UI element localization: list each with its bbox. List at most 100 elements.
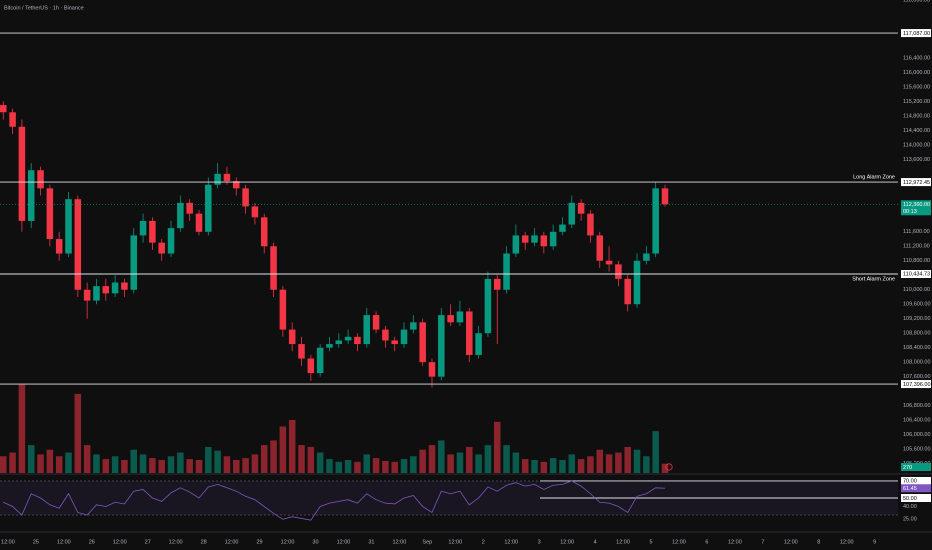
candle-body: [298, 344, 305, 359]
candle-body: [288, 329, 296, 345]
x-tick-label: 12:00: [225, 539, 239, 545]
volume-bar: [251, 454, 259, 473]
level-label: 117,087.00: [903, 31, 930, 37]
x-tick-label: 12:00: [672, 539, 686, 545]
volume-bar: [186, 459, 193, 473]
candle-body: [531, 235, 538, 243]
x-tick-label: 4: [594, 539, 597, 545]
volume-bar: [233, 459, 240, 473]
y-tick-label: 105,600.00: [903, 447, 931, 453]
candle-body: [177, 202, 184, 229]
volume-bar: [260, 445, 268, 473]
volume-bar: [354, 461, 361, 473]
candle-body: [363, 315, 371, 345]
volume-bar: [419, 449, 426, 473]
level-note: Short Alarm Zone: [852, 276, 895, 282]
y-tick-label: 114,800.00: [903, 113, 930, 119]
candle-body: [130, 235, 138, 290]
x-tick-label: 12:00: [784, 539, 798, 545]
volume-bar: [111, 456, 119, 473]
volume-bar: [456, 452, 464, 473]
volume-bar: [587, 456, 594, 473]
candle-body: [587, 213, 594, 236]
candle-body: [400, 329, 408, 345]
volume-bar: [428, 445, 436, 473]
rsi-tick-label: 25.00: [903, 517, 917, 523]
x-tick-label: 9: [873, 539, 876, 545]
volume-bar: [382, 460, 389, 473]
candle-body: [652, 188, 659, 254]
y-tick-label: 114,400.00: [903, 128, 930, 134]
y-tick-label: 115,200.00: [903, 99, 930, 105]
candle-body: [605, 260, 613, 265]
volume-bar: [493, 421, 501, 473]
x-tick-label: 31: [368, 539, 374, 545]
candle-body: [568, 202, 576, 225]
candle-body: [503, 253, 510, 290]
y-tick-label: 113,600.00: [903, 157, 930, 163]
volume-label-box: [901, 463, 931, 471]
candle-body: [251, 206, 259, 218]
x-tick-label: 12:00: [392, 539, 406, 545]
volume-bar: [195, 459, 203, 473]
rsi-level-label-box: [901, 494, 931, 502]
volume-bar: [27, 445, 35, 473]
y-tick-label: 106,000.00: [903, 432, 931, 438]
volume-bar: [149, 458, 156, 473]
volume-bar: [270, 440, 277, 473]
volume-bar: [624, 446, 631, 473]
volume-bar: [93, 454, 100, 473]
x-tick-label: 12:00: [840, 539, 854, 545]
candle-body: [121, 282, 128, 290]
volume-bar: [335, 461, 343, 473]
candle-body: [260, 217, 268, 247]
volume-bar: [214, 450, 221, 473]
level-label: 110,434.73: [903, 272, 930, 278]
volume-bar: [512, 452, 520, 473]
candle-body: [559, 224, 566, 232]
candle-body: [372, 315, 380, 330]
volume-bar: [568, 454, 576, 473]
volume-bar: [83, 445, 91, 473]
y-tick-label: 118,000.00: [903, 0, 930, 3]
volume-bar: [549, 458, 557, 473]
volume-bar: [363, 454, 371, 473]
candle-body: [643, 253, 650, 261]
level-label-box: [901, 269, 931, 278]
candle-body: [0, 105, 7, 113]
volume-bar: [447, 454, 454, 473]
level-label-box: [901, 29, 931, 38]
countdown: 00:13: [903, 209, 917, 215]
x-tick-label: 12:00: [448, 539, 462, 545]
x-tick-label: 5: [649, 539, 652, 545]
y-tick-label: 107,600.00: [903, 374, 931, 380]
volume-bar: [223, 456, 231, 473]
x-tick-label: 7: [761, 539, 764, 545]
candle-body: [354, 336, 361, 345]
volume-bar: [391, 461, 398, 473]
rsi-level-label-box: [901, 476, 931, 485]
candle-body: [27, 170, 35, 221]
y-tick-label: 106,400.00: [903, 418, 931, 424]
volume-bar: [466, 446, 473, 473]
y-tick-label: 108,000.00: [903, 360, 931, 366]
level-label: 107,396.00: [903, 382, 931, 388]
volume-bar: [242, 458, 249, 473]
volume-bar: [326, 459, 333, 473]
candle-body: [83, 289, 91, 301]
volume-bar: [438, 440, 445, 473]
x-tick-label: 29: [257, 539, 263, 545]
candle-body: [307, 358, 315, 374]
candle-body: [447, 315, 454, 323]
candle-body: [419, 322, 426, 363]
candle-body: [382, 329, 389, 341]
volume-bar: [9, 452, 16, 473]
candle-body: [46, 188, 54, 240]
candle-body: [158, 242, 165, 254]
volume-bar: [205, 446, 212, 473]
volume-bar: [46, 449, 54, 473]
candle-body: [577, 202, 585, 214]
candle-body: [195, 213, 203, 232]
